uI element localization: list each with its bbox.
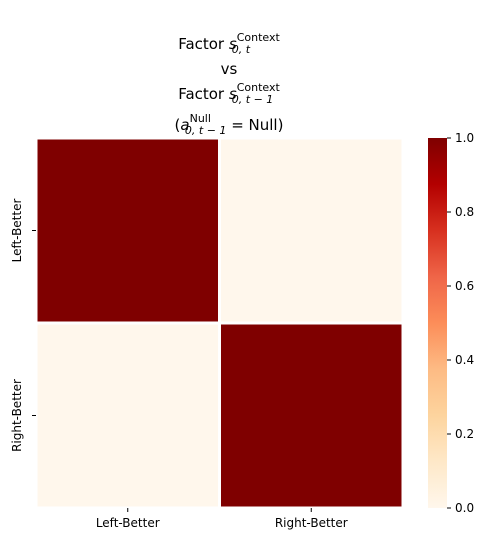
title-line-3-var: s <box>229 85 237 103</box>
y-tick-label: Left-Better <box>10 199 24 263</box>
title-line-1-sup: Context <box>237 31 281 44</box>
title-line-3-sup: Context <box>237 81 281 94</box>
x-axis: Left-Better Right-Better <box>96 508 348 530</box>
heatmap-cell <box>218 321 405 510</box>
colorbar-axis: 0.0 0.2 0.4 0.6 0.8 1.0 <box>447 131 474 515</box>
title-line-4-sup: Null <box>190 112 211 125</box>
heatmap-cell <box>34 321 221 510</box>
title-line-1-var: s <box>229 35 237 53</box>
title-line-4-open: ( <box>175 116 181 134</box>
x-tick-label: Left-Better <box>96 516 160 530</box>
title-line-4-var: a <box>180 116 189 134</box>
title-line-4-rest: = Null) <box>226 116 283 134</box>
colorbar-tick-label: 0.2 <box>455 427 474 441</box>
colorbar-tick-label: 0.8 <box>455 205 474 219</box>
y-axis: Left-Better Right-Better <box>10 199 36 452</box>
chart-title: Factor sContext 0, t vs Factor sContext 0,… <box>175 31 284 137</box>
title-line-3-prefix: Factor <box>178 85 229 103</box>
title-line-4-sub: 0, t − 1 <box>185 124 227 137</box>
x-tick-label: Right-Better <box>275 516 348 530</box>
title-line-3: Factor sContext 0, t − 1 <box>178 81 280 106</box>
title-line-4: (aNull 0, t − 1 = Null) <box>175 112 284 137</box>
title-line-1-sub: 0, t <box>232 43 251 56</box>
colorbar-tick-label: 0.6 <box>455 279 474 293</box>
title-line-3-sub: 0, t − 1 <box>232 93 274 106</box>
y-tick-label: Right-Better <box>10 379 24 452</box>
heatmap-cell <box>34 136 221 325</box>
title-line-1: Factor sContext 0, t <box>178 31 280 56</box>
title-line-2: vs <box>221 60 238 78</box>
title-line-1-prefix: Factor <box>178 35 229 53</box>
colorbar-tick-label: 1.0 <box>455 131 474 145</box>
colorbar-tick-label: 0.0 <box>455 501 474 515</box>
colorbar-tick-label: 0.4 <box>455 353 474 367</box>
colorbar <box>428 138 447 508</box>
heatmap-cell <box>218 136 405 325</box>
heatmap-cells <box>34 136 405 510</box>
